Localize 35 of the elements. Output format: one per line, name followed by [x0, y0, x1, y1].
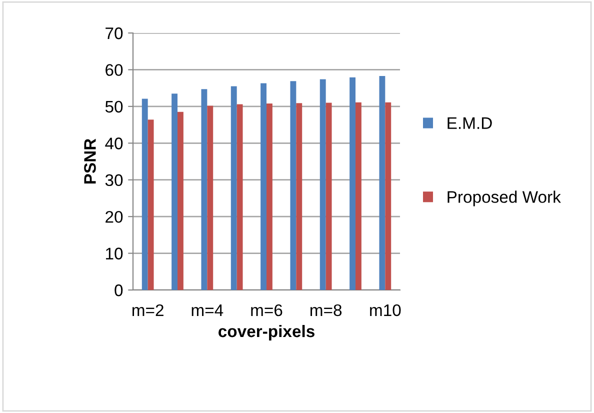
bar [148, 120, 154, 290]
x-tick-label: m=6 [251, 304, 282, 316]
bar [260, 83, 266, 290]
y-tick-label: 40 [105, 138, 123, 150]
y-axis-title: PSNR [84, 138, 96, 184]
bar [142, 98, 148, 290]
legend-label: E.M.D [448, 117, 492, 129]
x-tick-label: m=2 [132, 304, 164, 316]
bar [207, 106, 214, 290]
bar [172, 94, 178, 290]
y-tick-label: 30 [105, 174, 123, 186]
bar [296, 103, 302, 290]
bar [385, 102, 392, 290]
x-axis-title: cover-pixels [218, 324, 314, 341]
bar [326, 102, 332, 290]
y-tick-label: 60 [106, 64, 123, 76]
x-tick-label: m10 [370, 304, 401, 316]
bar [290, 81, 296, 290]
y-tick-label: 50 [105, 100, 123, 113]
legend-label: Proposed Work [448, 190, 561, 206]
bar [350, 77, 356, 290]
y-tick-label: 70 [106, 27, 123, 40]
y-tick-label: 10 [106, 248, 123, 260]
x-tick-label: m=8 [310, 304, 342, 316]
bar [320, 79, 326, 290]
bar [178, 112, 184, 290]
bar [201, 89, 208, 290]
x-tick-label: m=4 [192, 304, 224, 316]
y-tick-label: 0 [114, 284, 123, 296]
bar [230, 86, 237, 290]
bar [266, 103, 272, 290]
bar [379, 76, 386, 290]
bar [356, 102, 362, 290]
bar [236, 104, 243, 290]
y-tick-label: 20 [106, 210, 123, 223]
